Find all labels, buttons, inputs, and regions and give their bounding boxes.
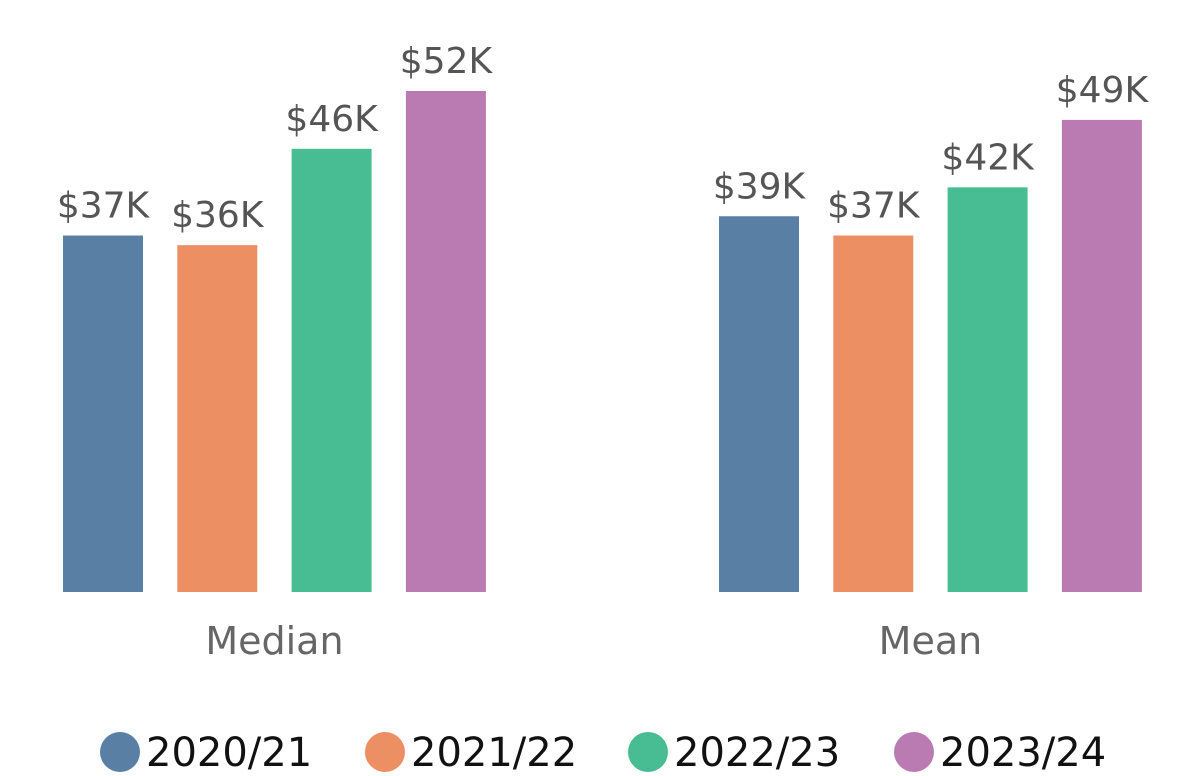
value-label: $46K xyxy=(285,99,379,140)
value-label: $39K xyxy=(713,166,807,207)
legend-label: 2021/22 xyxy=(411,730,577,776)
legend-label: 2020/21 xyxy=(146,730,312,776)
value-label: $36K xyxy=(171,195,265,236)
category-label: Mean xyxy=(879,619,983,663)
bar xyxy=(177,245,258,592)
value-label: $42K xyxy=(941,137,1035,178)
legend-label: 2023/24 xyxy=(940,730,1106,776)
value-label: $52K xyxy=(400,41,494,82)
bar xyxy=(833,235,914,592)
value-label: $37K xyxy=(827,186,921,227)
legend-marker xyxy=(100,732,140,772)
value-label: $49K xyxy=(1056,70,1150,111)
bar xyxy=(719,216,799,592)
bar xyxy=(291,148,372,593)
bar xyxy=(947,187,1028,592)
legend-marker xyxy=(894,732,934,772)
category-label: Median xyxy=(205,619,343,663)
value-label: $37K xyxy=(57,186,151,227)
bar xyxy=(1061,119,1142,593)
bar xyxy=(405,91,486,592)
legend-marker xyxy=(628,732,668,772)
legend-marker xyxy=(365,732,405,772)
legend-label: 2022/23 xyxy=(674,730,840,776)
bar xyxy=(63,235,143,592)
